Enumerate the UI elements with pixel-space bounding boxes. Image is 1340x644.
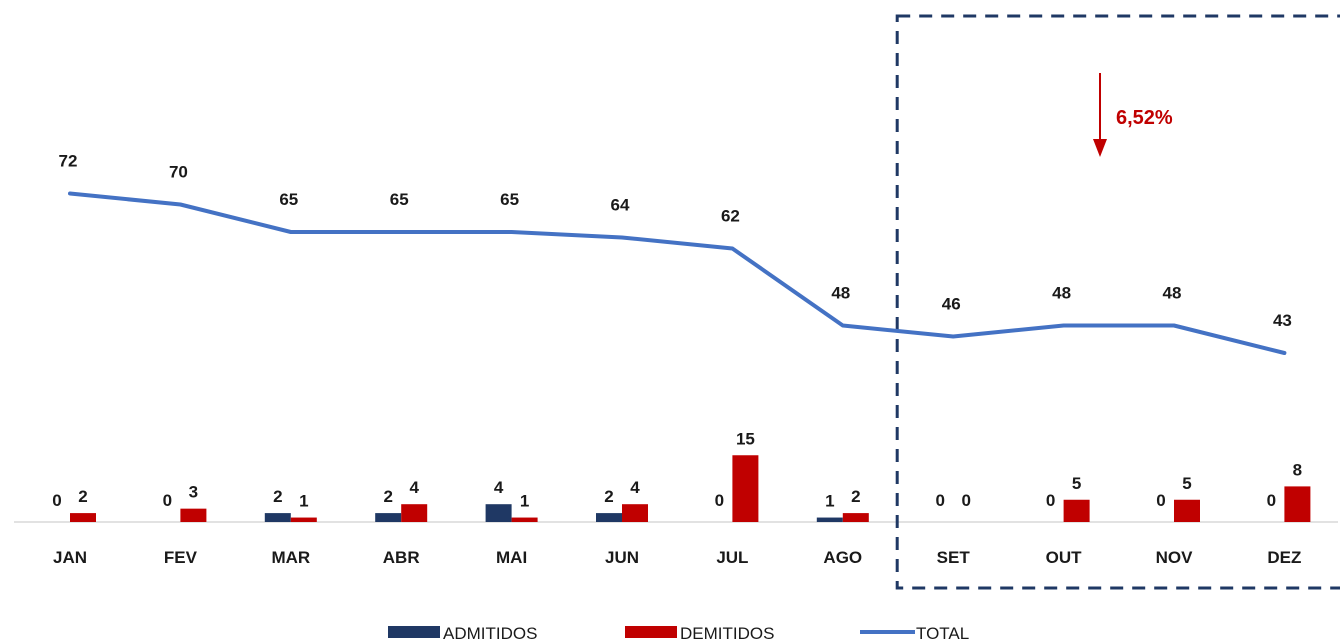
label-admitidos-set: 0 <box>935 491 944 510</box>
arrow-head-icon <box>1093 139 1107 157</box>
label-total-jan: 72 <box>59 152 78 171</box>
annotation-text: 6,52% <box>1116 107 1173 129</box>
highlight-box <box>895 14 1340 590</box>
label-demitidos-jun: 4 <box>630 478 640 497</box>
label-admitidos-dez: 0 <box>1267 491 1276 510</box>
label-admitidos-mar: 2 <box>273 487 282 506</box>
label-total-out: 48 <box>1052 284 1071 303</box>
x-tick-out: OUT <box>1046 548 1083 567</box>
bar-demitidos-jun <box>622 504 648 522</box>
label-demitidos-abr: 4 <box>409 478 419 497</box>
label-demitidos-ago: 2 <box>851 487 860 506</box>
x-tick-jun: JUN <box>605 548 639 567</box>
bar-admitidos-mar <box>264 513 291 522</box>
bar-demitidos-mar <box>290 517 317 522</box>
label-total-dez: 43 <box>1273 311 1292 330</box>
bar-admitidos-mai <box>485 504 512 522</box>
bar-demitidos-ago <box>842 513 869 522</box>
label-demitidos-jul: 15 <box>736 429 755 448</box>
legend-label-total: TOTAL <box>916 624 969 643</box>
label-total-set: 46 <box>942 295 961 314</box>
bar-admitidos-jun <box>596 513 622 522</box>
label-demitidos-set: 0 <box>961 491 970 510</box>
label-admitidos-jan: 0 <box>52 491 61 510</box>
x-tick-dez: DEZ <box>1267 548 1301 567</box>
label-total-nov: 48 <box>1163 284 1182 303</box>
x-tick-mar: MAR <box>271 548 310 567</box>
x-tick-jan: JAN <box>53 548 87 567</box>
x-tick-jul: JUL <box>716 548 748 567</box>
bar-demitidos-mai <box>511 517 538 522</box>
label-total-fev: 70 <box>169 163 188 182</box>
label-demitidos-fev: 3 <box>189 483 198 502</box>
label-admitidos-fev: 0 <box>163 491 172 510</box>
bar-demitidos-jul <box>732 455 759 522</box>
bar-demitidos-nov <box>1174 499 1200 522</box>
bar-demitidos-out <box>1063 499 1090 522</box>
bar-demitidos-jan <box>70 513 96 522</box>
label-admitidos-abr: 2 <box>383 487 392 506</box>
legend-label-admitidos: ADMITIDOS <box>443 624 537 643</box>
label-demitidos-nov: 5 <box>1182 474 1191 493</box>
label-total-mar: 65 <box>279 190 298 209</box>
label-admitidos-ago: 1 <box>825 492 834 511</box>
bar-admitidos-ago <box>816 517 843 522</box>
x-tick-set: SET <box>937 548 971 567</box>
x-tick-abr: ABR <box>383 548 420 567</box>
label-demitidos-jan: 2 <box>78 487 87 506</box>
x-tick-mai: MAI <box>496 548 527 567</box>
label-demitidos-out: 5 <box>1072 474 1081 493</box>
label-total-abr: 65 <box>390 190 409 209</box>
label-total-jul: 62 <box>721 207 740 226</box>
label-total-jun: 64 <box>611 196 630 215</box>
bar-demitidos-abr <box>401 504 428 522</box>
label-demitidos-dez: 8 <box>1293 460 1302 479</box>
line-total <box>68 191 1287 355</box>
label-admitidos-jul: 0 <box>715 491 724 510</box>
x-tick-fev: FEV <box>164 548 198 567</box>
legend-label-demitidos: DEMITIDOS <box>680 624 774 643</box>
x-tick-nov: NOV <box>1156 548 1194 567</box>
label-admitidos-out: 0 <box>1046 491 1055 510</box>
legend-swatch-admitidos <box>388 626 440 638</box>
label-admitidos-mai: 4 <box>494 478 504 497</box>
label-admitidos-jun: 2 <box>604 487 613 506</box>
label-demitidos-mar: 1 <box>299 492 308 511</box>
label-admitidos-nov: 0 <box>1156 491 1165 510</box>
label-total-ago: 48 <box>831 284 850 303</box>
bar-demitidos-fev <box>180 508 207 522</box>
x-tick-ago: AGO <box>823 548 862 567</box>
bar-admitidos-abr <box>375 513 402 522</box>
legend-swatch-demitidos <box>625 626 677 638</box>
label-total-mai: 65 <box>500 190 519 209</box>
bar-demitidos-dez <box>1284 486 1311 522</box>
label-demitidos-mai: 1 <box>520 492 529 511</box>
